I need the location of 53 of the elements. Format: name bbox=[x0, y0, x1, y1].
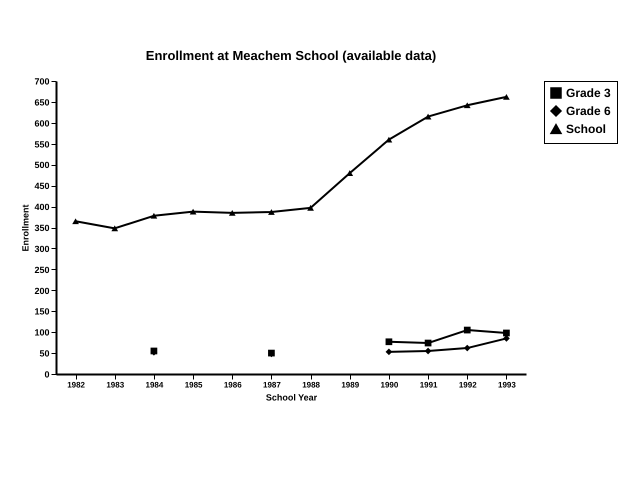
x-tick-label: 1993 bbox=[498, 380, 516, 390]
point bbox=[228, 210, 236, 216]
point bbox=[150, 212, 158, 219]
x-tick-label: 1992 bbox=[458, 380, 478, 390]
y-tick-label: 550 bbox=[34, 139, 50, 150]
point bbox=[72, 218, 79, 224]
x-tick-label: 1983 bbox=[106, 380, 125, 390]
legend-label: Grade 6 bbox=[566, 104, 612, 118]
point bbox=[503, 330, 510, 336]
x-axis-title: School Year bbox=[266, 392, 318, 402]
x-tick-label: 1989 bbox=[341, 380, 360, 390]
x-tick-label: 1991 bbox=[420, 380, 438, 390]
point bbox=[464, 102, 471, 108]
x-tick-label: 1986 bbox=[224, 380, 242, 390]
point bbox=[424, 348, 432, 354]
y-tick-label: 100 bbox=[34, 328, 50, 338]
y-tick-label: 650 bbox=[34, 97, 50, 108]
y-tick-label: 0 bbox=[44, 370, 50, 380]
point bbox=[268, 209, 275, 215]
y-axis-title: Enrollment bbox=[20, 204, 30, 252]
y-tick-label: 350 bbox=[34, 223, 50, 233]
y-tick-label: 50 bbox=[39, 348, 50, 359]
point bbox=[503, 94, 510, 100]
chart-title: Enrollment at Meachem School (available data) bbox=[146, 48, 436, 63]
point bbox=[307, 204, 314, 211]
y-tick-label: 600 bbox=[34, 118, 50, 128]
y-tick-label: 150 bbox=[34, 306, 50, 317]
x-tick-label: 1982 bbox=[67, 380, 86, 390]
point bbox=[386, 136, 392, 143]
point bbox=[424, 114, 432, 120]
x-tick-label: 1988 bbox=[302, 380, 321, 390]
point bbox=[464, 344, 471, 352]
point bbox=[464, 326, 471, 334]
point bbox=[386, 348, 392, 356]
x-tick-label: 1984 bbox=[146, 380, 164, 390]
point bbox=[503, 335, 510, 342]
y-tick-label: 200 bbox=[34, 286, 50, 296]
legend-label: Grade 3 bbox=[566, 86, 612, 100]
legend-label: School bbox=[566, 122, 606, 136]
y-tick-label: 250 bbox=[34, 264, 50, 275]
point bbox=[111, 225, 118, 232]
y-tick-label: 700 bbox=[34, 76, 50, 86]
y-tick-label: 450 bbox=[34, 181, 50, 192]
x-tick-label: 1990 bbox=[380, 380, 399, 390]
point bbox=[386, 338, 392, 346]
x-tick-label: 1987 bbox=[263, 380, 282, 390]
x-tick-label: 1985 bbox=[184, 380, 204, 390]
y-tick-label: 400 bbox=[34, 202, 50, 212]
y-tick-label: 300 bbox=[34, 244, 50, 254]
y-tick-label: 500 bbox=[34, 160, 50, 170]
point bbox=[346, 170, 354, 176]
point bbox=[190, 208, 196, 214]
point bbox=[424, 340, 432, 346]
